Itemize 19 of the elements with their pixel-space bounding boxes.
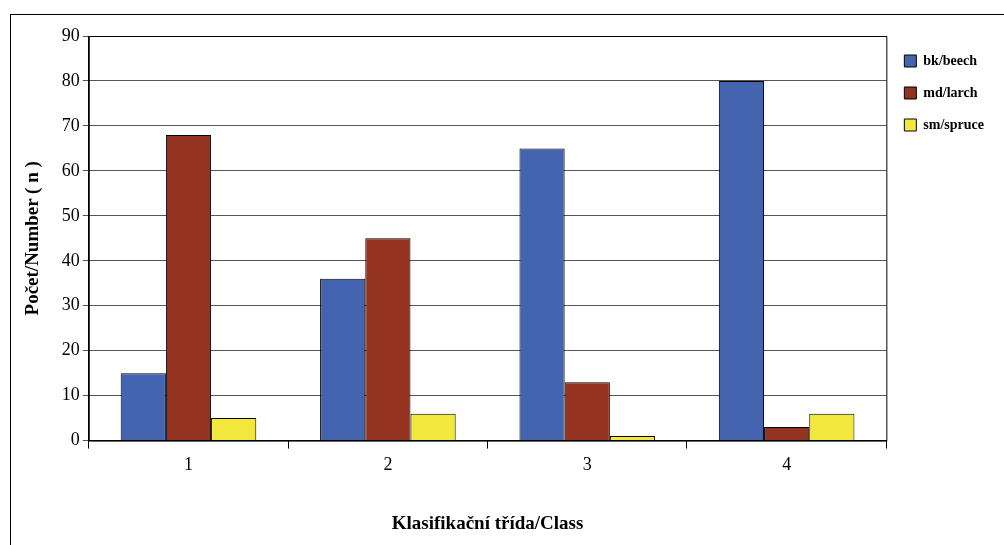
x-axis-title: Klasifikační třída/Class (391, 511, 584, 533)
y-tick-label: 30 (61, 294, 80, 315)
x-tick-label: 2 (383, 454, 393, 475)
y-axis-title: Počet/Number ( n ) (21, 161, 44, 316)
y-tick-label: 80 (61, 69, 80, 90)
x-tick-label: 1 (183, 454, 193, 475)
y-tick-label: 20 (61, 339, 80, 360)
legend-label: bk/beech (923, 52, 978, 68)
x-tick-label: 3 (582, 454, 592, 475)
y-tick-label: 0 (70, 429, 80, 450)
y-tick-label: 70 (61, 114, 80, 135)
y-tick-label: 50 (61, 204, 80, 225)
legend-label: sm/spruce (923, 116, 985, 132)
x-tick-label: 4 (782, 454, 792, 475)
legend-label: md/larch (923, 84, 978, 100)
y-tick-label: 60 (61, 159, 80, 180)
y-tick-label: 90 (61, 24, 80, 45)
y-tick-label: 10 (61, 384, 80, 405)
y-tick-label: 40 (61, 249, 80, 270)
